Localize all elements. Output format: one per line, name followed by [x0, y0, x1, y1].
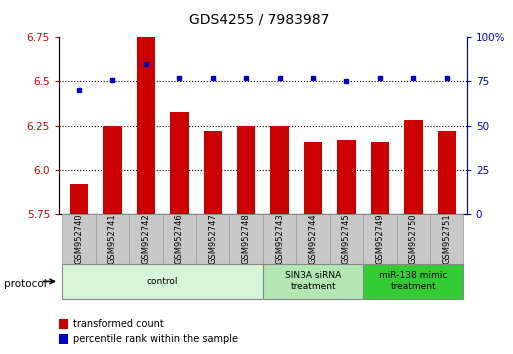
Bar: [430, 214, 463, 264]
Text: miR-138 mimic
treatment: miR-138 mimic treatment: [379, 272, 447, 291]
Text: percentile rank within the sample: percentile rank within the sample: [73, 334, 239, 344]
Bar: [330, 214, 363, 264]
Bar: [263, 214, 297, 264]
Text: GSM952750: GSM952750: [409, 213, 418, 264]
Bar: [137, 37, 155, 214]
Text: GSM952747: GSM952747: [208, 213, 218, 264]
Bar: [263, 264, 363, 299]
Bar: [63, 264, 263, 299]
Bar: [129, 214, 163, 264]
Text: SIN3A siRNA
treatment: SIN3A siRNA treatment: [285, 272, 341, 291]
Text: GSM952742: GSM952742: [142, 213, 150, 264]
Bar: [204, 131, 222, 214]
Bar: [170, 112, 189, 214]
Text: GSM952744: GSM952744: [308, 213, 318, 264]
Bar: [103, 126, 122, 214]
Bar: [438, 131, 456, 214]
Bar: [371, 142, 389, 214]
Text: control: control: [147, 277, 179, 286]
Bar: [196, 214, 229, 264]
Text: transformed count: transformed count: [73, 319, 164, 329]
Bar: [229, 214, 263, 264]
Text: GSM952743: GSM952743: [275, 213, 284, 264]
Text: protocol: protocol: [4, 279, 47, 289]
Text: GSM952745: GSM952745: [342, 213, 351, 264]
Text: GSM952748: GSM952748: [242, 213, 251, 264]
Bar: [404, 120, 423, 214]
Bar: [363, 264, 463, 299]
Text: GSM952749: GSM952749: [376, 213, 384, 264]
Bar: [63, 214, 96, 264]
Bar: [337, 140, 356, 214]
Bar: [363, 214, 397, 264]
Text: GSM952741: GSM952741: [108, 213, 117, 264]
Bar: [96, 214, 129, 264]
Bar: [270, 126, 289, 214]
Bar: [297, 214, 330, 264]
Text: GSM952751: GSM952751: [442, 213, 451, 264]
Text: GDS4255 / 7983987: GDS4255 / 7983987: [189, 12, 329, 27]
Bar: [163, 214, 196, 264]
Text: GSM952746: GSM952746: [175, 213, 184, 264]
Bar: [397, 214, 430, 264]
Bar: [304, 142, 322, 214]
Bar: [237, 126, 255, 214]
Bar: [70, 184, 88, 214]
Text: GSM952740: GSM952740: [74, 213, 84, 264]
